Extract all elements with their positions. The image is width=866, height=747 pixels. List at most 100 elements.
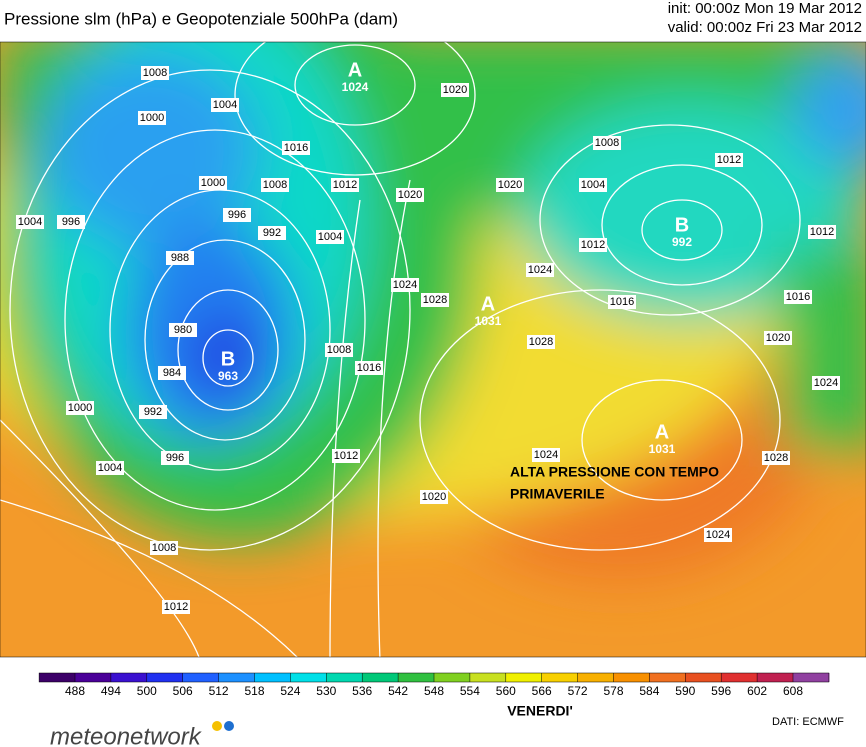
isobar-label: 1016	[284, 142, 308, 154]
isobar-label-bg	[138, 111, 166, 125]
isobar-label-bg	[162, 600, 190, 614]
isobar-label-bg	[158, 366, 186, 380]
isobar-label: 1008	[595, 137, 619, 149]
isobar-label-bg	[764, 331, 792, 345]
colorbar-tick-label: 548	[424, 684, 444, 698]
isobar-label-bg	[808, 225, 836, 239]
colorbar-tick-label: 572	[568, 684, 588, 698]
colorbar-swatch	[110, 673, 148, 682]
isobar-label: 1020	[422, 491, 446, 503]
colorbar-tick-label: 590	[675, 684, 695, 698]
isobar-label-bg	[211, 98, 239, 112]
isobar-label: 1020	[498, 179, 522, 191]
colorbar-swatch	[182, 673, 220, 682]
isobar-label: 1012	[333, 179, 357, 191]
center-letter: A	[655, 421, 669, 443]
isobar-label: 1008	[327, 344, 351, 356]
isobar-label: 1028	[764, 452, 788, 464]
isobar-label: 992	[144, 406, 162, 418]
colorbar-tick-label: 554	[460, 684, 480, 698]
isobar-label-bg	[331, 178, 359, 192]
isobar-label-bg	[812, 376, 840, 390]
isobar-label: 1028	[529, 336, 553, 348]
isobar-label: 1012	[717, 154, 741, 166]
isobar-label-bg	[396, 188, 424, 202]
isobar-label-bg	[579, 178, 607, 192]
isobar-label-bg	[527, 335, 555, 349]
colorbar-tick-label: 512	[209, 684, 229, 698]
colorbar-tick-label: 578	[603, 684, 623, 698]
isobar-label-bg	[261, 178, 289, 192]
isobar-label: 1004	[18, 216, 42, 228]
isobar-label-bg	[593, 136, 621, 150]
center-value: 992	[672, 235, 692, 249]
isobar-label-bg	[150, 541, 178, 555]
colorbar-swatch	[75, 673, 112, 682]
isobar-label-bg	[16, 215, 44, 229]
isobar-label-bg	[161, 451, 189, 465]
isobar-label-bg	[532, 448, 560, 462]
isobar-label: 1024	[393, 279, 417, 291]
isobar-label: 1028	[423, 294, 447, 306]
colorbar-tick-label: 602	[747, 684, 767, 698]
isobar-label-bg	[325, 343, 353, 357]
brand: meteonetwork	[50, 723, 203, 747]
isobar-label: 996	[62, 216, 80, 228]
colorbar-swatch	[254, 673, 291, 682]
isobar-label: 1008	[143, 67, 167, 79]
isobar-label-bg	[579, 238, 607, 252]
colorbar-swatch	[613, 673, 650, 682]
colorbar-frame	[38, 672, 830, 683]
isobar-label: 988	[171, 252, 189, 264]
title: Pressione slm (hPa) e Geopotenziale 500h…	[4, 9, 398, 28]
colorbar-tick-label: 536	[352, 684, 372, 698]
colorbar-tick-label: 500	[137, 684, 157, 698]
logo-dot	[224, 721, 234, 731]
isobar-label-bg	[169, 323, 197, 337]
colorbar-tick-label: 506	[173, 684, 193, 698]
isobar-label: 1024	[814, 377, 838, 389]
colorbar-swatch	[362, 673, 399, 682]
colorbar-swatch	[721, 673, 758, 682]
center-letter: B	[675, 214, 689, 236]
colorbar-tick-label: 608	[783, 684, 803, 698]
center-value: 1031	[649, 442, 676, 456]
colorbar-swatch	[505, 673, 543, 682]
colorbar-swatch	[685, 673, 722, 682]
isobar-label: 1012	[164, 601, 188, 613]
isobar-label: 1012	[581, 239, 605, 251]
isobar-label: 984	[163, 367, 181, 379]
isobar-label: 996	[228, 209, 246, 221]
colorbar-label: VENERDI'	[507, 703, 573, 719]
isobar-label: 1024	[534, 449, 558, 461]
map	[0, 42, 866, 657]
init-time: init: 00:00z Mon 19 Mar 2012	[668, 0, 862, 17]
center-value: 963	[218, 369, 238, 383]
isobar-label-bg	[199, 176, 227, 190]
colorbar-swatch	[434, 673, 471, 682]
isobar-label: 1024	[706, 529, 730, 541]
logo-dot	[212, 721, 222, 731]
colorbar-swatch	[541, 673, 579, 682]
isobar-label: 1016	[357, 362, 381, 374]
isobar-label-bg	[141, 66, 169, 80]
colorbar-tick-label: 596	[711, 684, 731, 698]
annotation: PRIMAVERILE	[510, 486, 605, 502]
isobar-label-bg	[421, 293, 449, 307]
center-letter: A	[348, 59, 362, 81]
isobar-label: 1000	[68, 402, 92, 414]
isobar-label-bg	[332, 449, 360, 463]
colorbar-swatch	[793, 673, 830, 682]
isobar-label-bg	[762, 451, 790, 465]
center-value: 1031	[475, 314, 502, 328]
colorbar-tick-label: 518	[244, 684, 264, 698]
isobar-label: 1024	[528, 264, 552, 276]
colorbar-swatch	[469, 673, 507, 682]
isobar-label-bg	[96, 461, 124, 475]
isobar-label: 1012	[334, 450, 358, 462]
colorbar-tick-label: 584	[639, 684, 659, 698]
isobar-label: 1012	[810, 226, 834, 238]
valid-time: valid: 00:00z Fri 23 Mar 2012	[668, 19, 862, 36]
